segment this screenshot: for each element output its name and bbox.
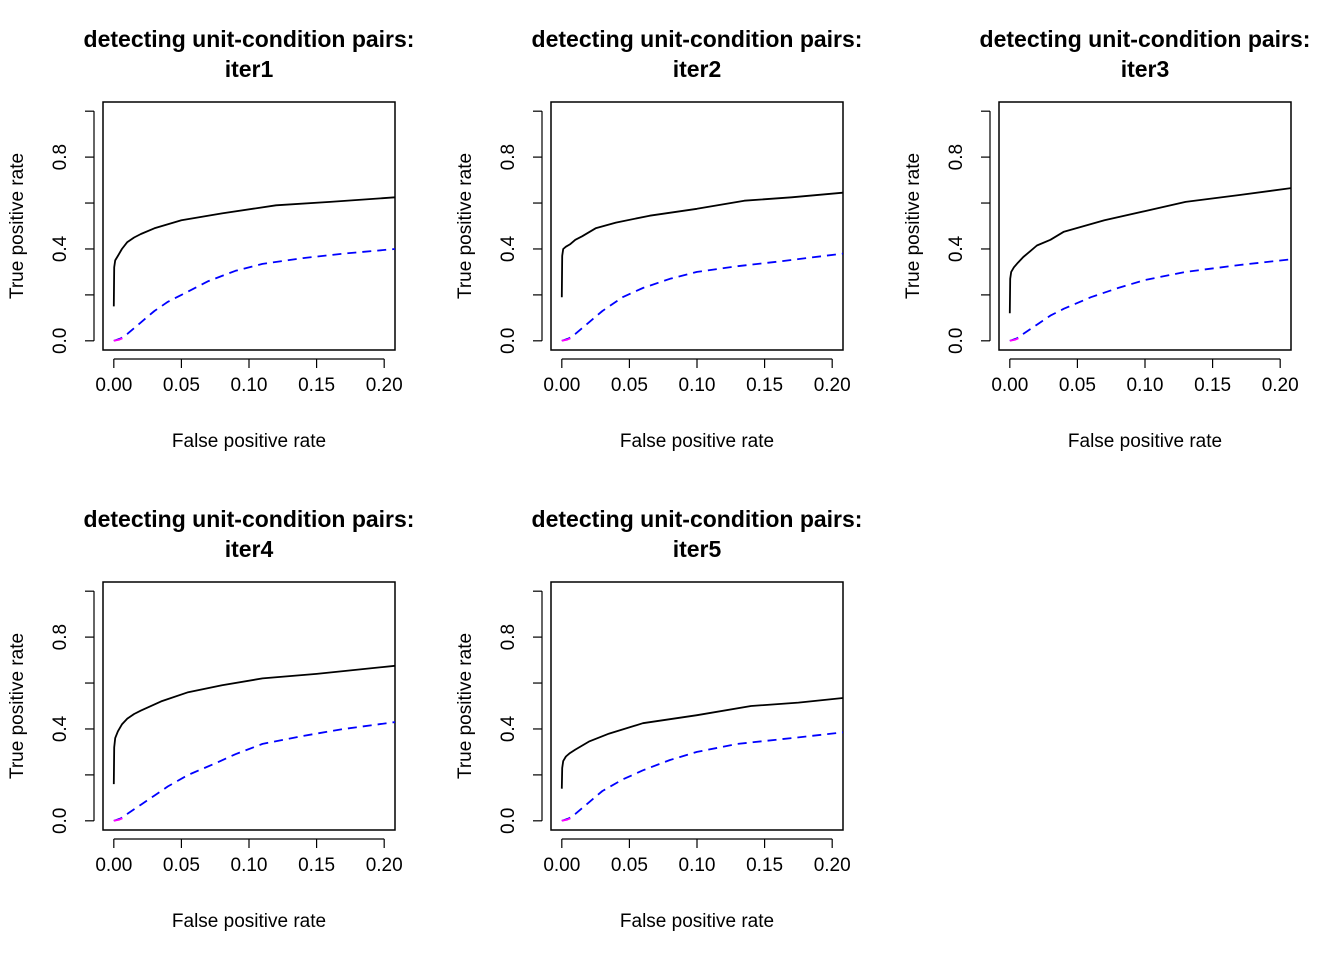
x-tick-label: 0.20 [366, 375, 403, 396]
y-axis-label: True positive rate [7, 633, 28, 779]
series-line-3 [113, 816, 125, 822]
y-axis-label: True positive rate [455, 633, 476, 779]
chart-subtitle: iter4 [225, 536, 274, 562]
x-tick-label: 0.15 [1194, 375, 1231, 396]
plot-frame [550, 581, 844, 831]
y-tick-label: 0.8 [50, 144, 71, 170]
y-axis-label: True positive rate [455, 153, 476, 299]
chart-title: detecting unit-condition pairs: [84, 26, 415, 52]
y-tick-label: 0.0 [498, 808, 519, 834]
series-line-3 [561, 816, 573, 822]
y-tick-label: 0.0 [498, 328, 519, 354]
x-tick-label: 0.15 [298, 855, 335, 876]
y-tick-label: 0.4 [498, 235, 519, 262]
chart-title: detecting unit-condition pairs: [532, 506, 863, 532]
roc-panel-5: detecting unit-condition pairs:iter50.00… [455, 506, 862, 932]
x-tick-label: 0.00 [543, 855, 580, 876]
roc-panel-3: detecting unit-condition pairs:iter30.00… [903, 26, 1310, 452]
series-line-1 [112, 196, 395, 307]
roc-panel-4: detecting unit-condition pairs:iter40.00… [7, 506, 414, 932]
x-tick-label: 0.05 [163, 855, 200, 876]
x-tick-label: 0.10 [231, 375, 268, 396]
x-tick-label: 0.05 [611, 375, 648, 396]
x-tick-label: 0.20 [366, 855, 403, 876]
chart-subtitle: iter2 [673, 56, 722, 82]
x-tick-label: 0.00 [95, 855, 132, 876]
y-tick-label: 0.0 [946, 328, 967, 354]
plot-frame [102, 581, 396, 831]
x-tick-label: 0.10 [231, 855, 268, 876]
x-tick-label: 0.10 [1127, 375, 1164, 396]
y-tick-label: 0.4 [498, 715, 519, 742]
x-tick-label: 0.15 [746, 375, 783, 396]
chart-subtitle: iter3 [1121, 56, 1170, 82]
x-tick-label: 0.15 [746, 855, 783, 876]
x-axis-label: False positive rate [1068, 431, 1222, 452]
x-tick-label: 0.05 [163, 375, 200, 396]
y-tick-label: 0.4 [946, 235, 967, 262]
plot-frame [102, 101, 396, 351]
y-axis-label: True positive rate [903, 153, 924, 299]
series-line-1 [112, 664, 395, 785]
y-tick-label: 0.8 [498, 624, 519, 650]
plot-frame [550, 101, 844, 351]
x-tick-label: 0.20 [814, 375, 851, 396]
x-axis-label: False positive rate [172, 431, 326, 452]
y-tick-label: 0.8 [498, 144, 519, 170]
y-tick-label: 0.8 [50, 624, 71, 650]
chart-subtitle: iter5 [673, 536, 722, 562]
x-tick-label: 0.20 [814, 855, 851, 876]
chart-title: detecting unit-condition pairs: [532, 26, 863, 52]
series-line-2 [561, 252, 843, 342]
y-tick-label: 0.8 [946, 144, 967, 170]
chart-title: detecting unit-condition pairs: [980, 26, 1311, 52]
chart-title: detecting unit-condition pairs: [84, 506, 415, 532]
y-tick-label: 0.0 [50, 808, 71, 834]
series-line-2 [561, 731, 843, 822]
x-tick-label: 0.05 [611, 855, 648, 876]
x-axis-label: False positive rate [620, 431, 774, 452]
x-tick-label: 0.00 [95, 375, 132, 396]
series-line-2 [113, 721, 395, 822]
roc-panel-1: detecting unit-condition pairs:iter10.00… [7, 26, 414, 452]
chart-subtitle: iter1 [225, 56, 274, 82]
y-tick-label: 0.4 [50, 715, 71, 742]
x-tick-label: 0.05 [1059, 375, 1096, 396]
roc-panel-2: detecting unit-condition pairs:iter20.00… [455, 26, 862, 452]
series-line-2 [113, 248, 395, 342]
series-line-1 [1008, 187, 1291, 314]
x-axis-label: False positive rate [620, 911, 774, 932]
series-line-3 [561, 336, 573, 342]
x-tick-label: 0.10 [679, 375, 716, 396]
series-line-3 [1009, 336, 1021, 342]
x-tick-label: 0.20 [1262, 375, 1299, 396]
x-tick-label: 0.10 [679, 855, 716, 876]
y-tick-label: 0.0 [50, 328, 71, 354]
x-tick-label: 0.00 [543, 375, 580, 396]
series-line-1 [560, 697, 843, 789]
y-tick-label: 0.4 [50, 235, 71, 262]
x-tick-label: 0.15 [298, 375, 335, 396]
series-line-1 [560, 191, 843, 298]
y-axis-label: True positive rate [7, 153, 28, 299]
plot-frame [998, 101, 1292, 351]
x-tick-label: 0.00 [991, 375, 1028, 396]
series-line-3 [113, 336, 125, 342]
series-line-2 [1009, 258, 1291, 342]
x-axis-label: False positive rate [172, 911, 326, 932]
